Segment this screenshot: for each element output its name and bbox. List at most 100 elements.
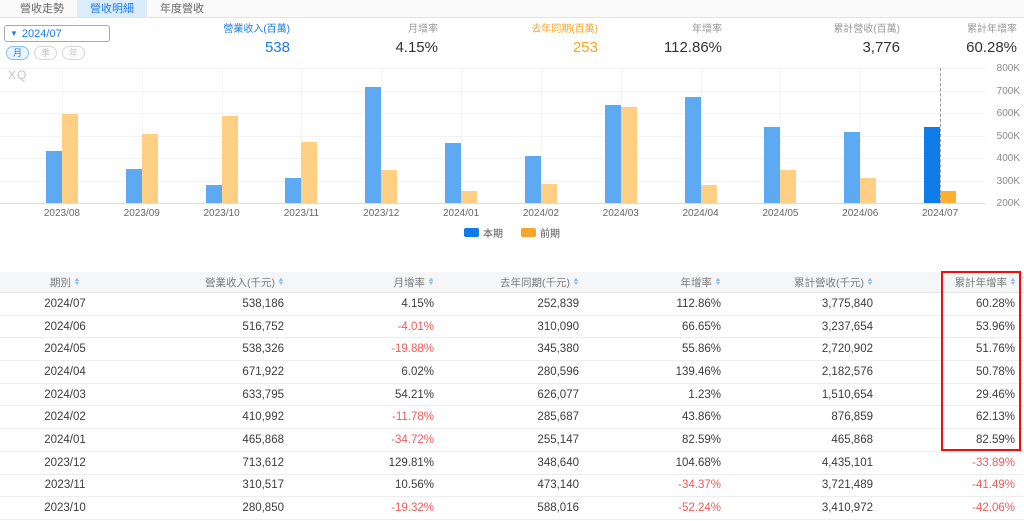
y-axis-tick: 700K xyxy=(996,85,1020,97)
bar-current xyxy=(604,105,621,203)
x-axis-label: 2024/01 xyxy=(443,208,480,219)
cell-cum-yoy: -33.89% xyxy=(972,456,1015,469)
tab-revenue-detail[interactable]: 營收明細 xyxy=(77,0,147,17)
vertical-gridline xyxy=(860,68,862,203)
cell-yoy-same: 310,090 xyxy=(537,320,579,333)
cell-yoy-same: 626,077 xyxy=(537,388,579,401)
period-select[interactable]: ▼ 2024/07 xyxy=(4,25,110,42)
cell-cum-revenue: 1,510,654 xyxy=(821,388,873,401)
cell-cum-revenue: 876,859 xyxy=(831,411,873,424)
bar-previous xyxy=(540,183,557,203)
legend-item-previous[interactable]: 前期 xyxy=(521,225,560,240)
cell-yoy: 139.46% xyxy=(675,365,721,378)
stat-label: 月增率 xyxy=(408,24,438,35)
cell-cum-revenue: 465,868 xyxy=(831,433,873,446)
cell-yoy-same: 345,380 xyxy=(537,343,579,356)
cell-yoy: 55.86% xyxy=(681,343,721,356)
gridline xyxy=(0,203,985,204)
stat-mom-rate: 月增率 4.15% xyxy=(320,20,438,56)
tab-bar: 營收走勢 營收明細 年度營收 xyxy=(0,0,1024,18)
cell-yoy-same: 285,687 xyxy=(537,411,579,424)
sort-icon: ▲ ▼ xyxy=(1009,277,1017,287)
legend-label: 本期 xyxy=(483,229,503,240)
stat-value: 3,776 xyxy=(862,39,900,56)
gridline xyxy=(0,135,985,137)
bar-previous xyxy=(780,170,797,203)
column-header-yoy-same[interactable]: 去年同期(千元) ▲ ▼ xyxy=(440,275,585,290)
x-axis-label: 2024/07 xyxy=(922,208,959,219)
column-header-revenue[interactable]: 營業收入(千元) ▲ ▼ xyxy=(130,275,290,290)
x-axis-label: 2023/08 xyxy=(43,208,80,219)
vertical-gridline xyxy=(381,68,383,203)
column-header-label: 累計營收(千元) xyxy=(794,276,865,289)
y-axis-tick: 600K xyxy=(996,108,1020,119)
bar-previous xyxy=(301,141,318,203)
column-header-period[interactable]: 期別 ▲ ▼ xyxy=(0,275,130,290)
bar-previous xyxy=(381,169,398,203)
cell-period: 2024/02 xyxy=(44,411,86,424)
stat-value: 4.15% xyxy=(395,39,438,56)
gridline xyxy=(0,90,985,92)
tab-annual-revenue[interactable]: 年度營收 xyxy=(160,3,204,15)
cell-cum-yoy: 82.59% xyxy=(975,433,1015,446)
tab-revenue-trend[interactable]: 營收走勢 xyxy=(20,3,64,15)
column-header-cum-yoy[interactable]: 累計年增率 ▲ ▼ xyxy=(879,275,1024,290)
chevron-down-icon: ▼ xyxy=(10,28,18,38)
granularity-quarter[interactable]: 季 xyxy=(34,46,57,60)
granularity-year[interactable]: 年 xyxy=(62,46,85,60)
y-axis-tick: 500K xyxy=(996,130,1020,142)
column-header-yoy[interactable]: 年增率 ▲ ▼ xyxy=(585,275,727,290)
bar-current xyxy=(125,168,142,203)
cell-yoy: -34.37% xyxy=(678,479,721,492)
x-axis-label: 2023/10 xyxy=(203,208,240,219)
cell-mom: -34.72% xyxy=(391,433,434,446)
x-axis-label: 2024/02 xyxy=(522,208,559,219)
column-header-label: 累計年增率 xyxy=(954,276,1008,289)
vertical-gridline xyxy=(301,68,303,203)
stat-label: 累計營收(百萬) xyxy=(833,24,900,35)
cell-period: 2024/04 xyxy=(44,365,86,378)
cell-cum-revenue: 2,182,576 xyxy=(821,365,873,378)
stat-value: 112.86% xyxy=(663,39,722,56)
table-header-row: 期別 ▲ ▼ 營業收入(千元) ▲ ▼ 月增率 ▲ ▼ 去年同期(千元) ▲ ▼ 年增率 ▲ ▼ 累計營收(千… xyxy=(0,272,1024,293)
y-axis-tick: 200K xyxy=(996,198,1020,209)
cell-yoy-same: 473,140 xyxy=(537,479,579,492)
xq-watermark: XQ xyxy=(8,68,28,82)
column-header-cum-revenue[interactable]: 累計營收(千元) ▲ ▼ xyxy=(727,275,879,290)
table-row: 2024/04 671,922 6.02% 280,596 139.46% 2,182,5… xyxy=(0,361,1024,384)
cell-revenue: 465,868 xyxy=(242,433,284,446)
bar-previous xyxy=(141,134,158,203)
sort-icon: ▲ ▼ xyxy=(277,277,285,287)
column-header-label: 期別 xyxy=(50,276,72,289)
x-axis-label: 2024/04 xyxy=(682,208,719,219)
cell-yoy: -52.24% xyxy=(678,502,721,515)
cell-period: 2023/10 xyxy=(44,502,86,515)
bar-current xyxy=(684,96,701,203)
table-row: 2024/05 538,326 -19.88% 345,380 55.86% 2,720,… xyxy=(0,338,1024,362)
revenue-bar-chart: XQ 800K 700K 600K 500K 400K 300K 200K 2023/08 20… xyxy=(0,60,1024,220)
cell-yoy-same: 252,839 xyxy=(537,297,579,310)
granularity-month[interactable]: 月 xyxy=(6,46,29,60)
cell-yoy-same: 348,640 xyxy=(537,456,579,469)
bar-previous xyxy=(700,184,717,203)
vertical-gridline xyxy=(540,68,542,203)
cell-period: 2024/05 xyxy=(44,343,86,356)
bar-previous xyxy=(860,178,877,203)
period-select-value: 2024/07 xyxy=(21,27,62,40)
legend-swatch xyxy=(521,228,536,237)
x-axis-label: 2023/09 xyxy=(123,208,160,219)
cell-cum-yoy: 51.76% xyxy=(975,343,1015,356)
cell-cum-yoy: 60.28% xyxy=(975,297,1015,310)
cell-period: 2024/07 xyxy=(44,297,86,310)
column-header-label: 年增率 xyxy=(680,276,713,289)
cell-cum-revenue: 3,410,972 xyxy=(821,502,873,515)
stat-cum-revenue: 累計營收(百萬) 3,776 xyxy=(772,20,900,56)
column-header-mom[interactable]: 月增率 ▲ ▼ xyxy=(290,275,440,290)
revenue-table: 期別 ▲ ▼ 營業收入(千元) ▲ ▼ 月增率 ▲ ▼ 去年同期(千元) ▲ ▼ 年增率 ▲ ▼ 累計營收(千… xyxy=(0,272,1024,520)
cell-mom: 4.15% xyxy=(401,297,434,310)
bar-current xyxy=(205,184,222,203)
cell-revenue: 310,517 xyxy=(242,479,284,492)
sort-icon: ▲ ▼ xyxy=(714,277,722,287)
legend-item-current[interactable]: 本期 xyxy=(464,225,503,240)
bar-previous xyxy=(461,190,478,203)
